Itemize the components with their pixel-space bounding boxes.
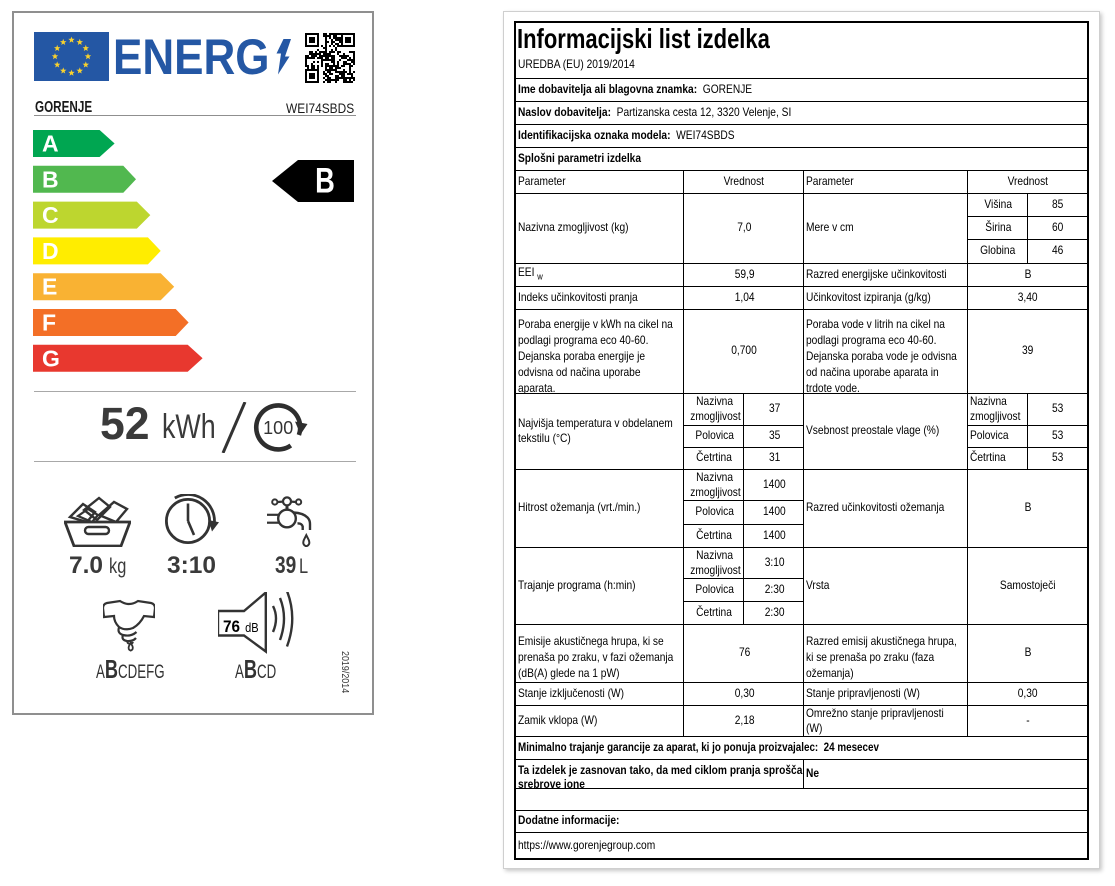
- svg-text:E: E: [42, 274, 57, 300]
- svg-text:F: F: [42, 310, 56, 336]
- svg-text:A: A: [42, 131, 59, 157]
- svg-text:C: C: [42, 202, 59, 228]
- svg-text:D: D: [42, 238, 59, 264]
- svg-text:100: 100: [263, 418, 293, 438]
- svg-text:B: B: [315, 161, 335, 200]
- svg-text:G: G: [42, 345, 60, 371]
- svg-text:B: B: [42, 166, 59, 192]
